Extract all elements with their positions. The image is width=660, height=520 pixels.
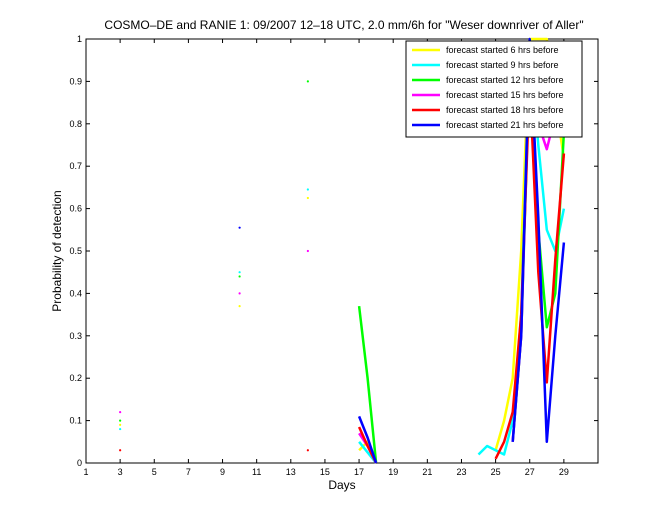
data-point [238, 292, 241, 295]
data-point [119, 419, 122, 422]
series-line [511, 37, 566, 444]
data-point [238, 305, 241, 308]
x-tick-label: 13 [286, 467, 296, 477]
y-axis: 0 0.1 0.2 0.3 0.4 0.5 0.6 0.7 0.8 0.9 1 [69, 34, 598, 468]
x-axis-label: Days [328, 478, 355, 492]
data-point [119, 423, 122, 426]
data-point [119, 449, 122, 452]
data-point [306, 196, 309, 200]
legend-entry: forecast started 15 hrs before [446, 90, 564, 100]
y-tick-label: 0.2 [69, 373, 82, 383]
series-6 [238, 37, 566, 464]
x-tick-label: 25 [491, 467, 501, 477]
y-tick-label: 0.7 [69, 161, 82, 171]
x-tick-label: 17 [354, 467, 364, 477]
x-tick-label: 23 [456, 467, 466, 477]
data-point [306, 249, 309, 253]
data-point [119, 427, 122, 431]
y-tick-label: 0.8 [69, 119, 82, 129]
legend-box [405, 40, 583, 138]
y-axis-label: Probability of detection [50, 190, 64, 311]
legend-entry: forecast started 9 hrs before [446, 60, 559, 70]
x-tick-label: 19 [388, 467, 398, 477]
x-tick-label: 11 [252, 467, 261, 477]
y-tick-label: 0.5 [69, 246, 82, 256]
x-tick-label: 7 [186, 467, 191, 477]
data-point [238, 275, 241, 278]
series-line [357, 415, 378, 464]
y-tick-label: 0.4 [69, 288, 82, 298]
y-tick-label: 1 [77, 34, 82, 44]
y-tick-label: 0 [77, 458, 82, 468]
chart-title: COSMO–DE and RANIE 1: 09/2007 12–18 UTC,… [104, 18, 583, 32]
series-line [357, 305, 378, 464]
legend-entry: forecast started 12 hrs before [446, 75, 564, 85]
data-point [238, 271, 241, 274]
x-tick-label: 29 [559, 467, 569, 477]
data-point [119, 411, 122, 414]
legend-entry: forecast started 6 hrs before [446, 45, 559, 55]
legend-entry: forecast started 21 hrs before [446, 120, 564, 130]
y-tick-label: 0.1 [69, 416, 82, 426]
x-tick-label: 27 [525, 467, 535, 477]
y-tick-label: 0.9 [69, 76, 82, 86]
data-point [306, 188, 309, 191]
y-tick-label: 0.3 [69, 331, 82, 341]
x-tick-label: 15 [320, 467, 330, 477]
x-tick-label: 3 [118, 467, 123, 477]
data-point [238, 226, 241, 229]
legend: forecast started 6 hrs before forecast st… [405, 40, 583, 138]
data-point [306, 449, 309, 452]
data-point [306, 80, 309, 83]
x-tick-label: 9 [220, 467, 225, 477]
x-tick-label: 21 [422, 467, 432, 477]
legend-entry: forecast started 18 hrs before [446, 105, 564, 115]
y-tick-label: 0.6 [69, 204, 82, 214]
x-tick-label: 1 [83, 467, 88, 477]
x-tick-label: 5 [152, 467, 157, 477]
